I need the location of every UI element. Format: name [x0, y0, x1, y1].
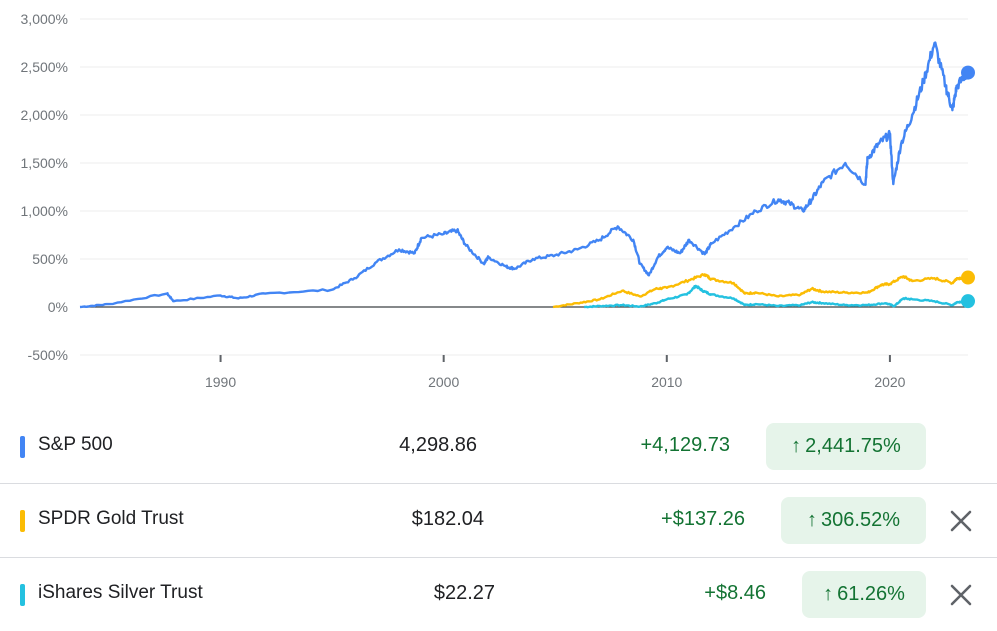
row-change: +4,129.73 — [640, 434, 730, 456]
y-tick-label: 0% — [48, 299, 68, 315]
row-name: SPDR Gold Trust — [38, 508, 184, 529]
series-end-marker — [961, 294, 975, 309]
chart-grid — [80, 18, 968, 356]
series-color-swatch — [20, 510, 25, 532]
row-change: +$8.46 — [704, 582, 766, 604]
remove-icon[interactable] — [947, 581, 975, 609]
x-tick-label: 2000 — [428, 374, 459, 390]
row-price: $182.04 — [411, 508, 484, 530]
series-end-marker — [961, 270, 975, 285]
x-tick-label: 2010 — [651, 374, 682, 390]
comparison-row-sp500[interactable]: S&P 500 4,298.86 +4,129.73 ↑ 2,441.75% — [0, 410, 997, 484]
y-tick-label: 2,000% — [21, 107, 68, 123]
comparison-row-spdr-gold[interactable]: SPDR Gold Trust $182.04 +$137.26 ↑ 306.5… — [0, 484, 997, 558]
row-price: 4,298.86 — [399, 434, 477, 456]
row-percent-badge: ↑ 2,441.75% — [766, 423, 926, 470]
row-percent: 306.52% — [821, 509, 900, 531]
arrow-up-icon: ↑ — [791, 435, 802, 457]
row-percent-badge: ↑ 306.52% — [781, 497, 926, 544]
chart-series — [79, 41, 975, 309]
series-line-2 — [584, 284, 969, 309]
x-axis-ticks: 1990 2000 2010 2020 — [205, 355, 906, 390]
series-color-swatch — [20, 584, 25, 606]
arrow-up-icon: ↑ — [823, 583, 834, 605]
comparison-row-ishares-silver[interactable]: iShares Silver Trust $22.27 +$8.46 ↑ 61.… — [0, 558, 997, 631]
y-tick-label: 1,000% — [21, 203, 68, 219]
x-tick-label: 1990 — [205, 374, 236, 390]
row-percent-badge: ↑ 61.26% — [802, 571, 926, 618]
row-change: +$137.26 — [661, 508, 745, 530]
y-tick-label: 2,500% — [21, 59, 68, 75]
comparison-chart: 3,000% 2,500% 2,000% 1,500% 1,000% 500% 0% -500… — [21, 11, 975, 390]
row-name: iShares Silver Trust — [38, 582, 203, 603]
y-tick-label: 500% — [32, 251, 68, 267]
series-color-swatch — [20, 436, 25, 458]
row-percent: 61.26% — [837, 583, 905, 605]
row-price: $22.27 — [433, 582, 495, 604]
remove-icon[interactable] — [947, 507, 975, 535]
comparison-list: S&P 500 4,298.86 +4,129.73 ↑ 2,441.75% S… — [0, 410, 997, 631]
y-tick-label: -500% — [28, 347, 68, 363]
row-percent: 2,441.75% — [805, 435, 901, 457]
arrow-up-icon: ↑ — [807, 509, 818, 531]
y-axis-ticks: 3,000% 2,500% 2,000% 1,500% 1,000% 500% 0% -500… — [21, 11, 68, 363]
series-end-marker — [961, 65, 975, 80]
row-name: S&P 500 — [38, 434, 113, 455]
x-tick-label: 2020 — [874, 374, 905, 390]
series-line-1 — [552, 273, 969, 309]
series-line-0 — [79, 41, 970, 309]
y-tick-label: 3,000% — [21, 11, 68, 27]
y-tick-label: 1,500% — [21, 155, 68, 171]
